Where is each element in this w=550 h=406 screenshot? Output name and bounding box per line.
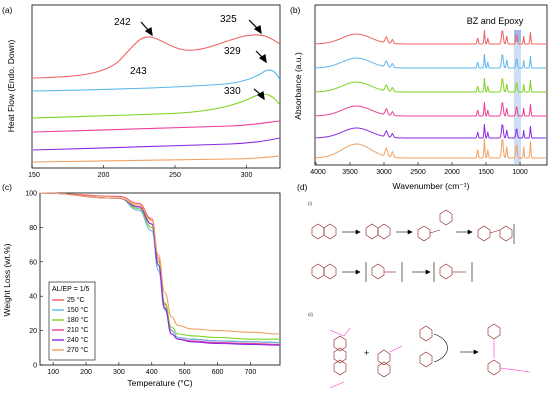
panel-b-xlabel: Wavenumber (cm⁻¹) bbox=[393, 181, 470, 191]
scheme-part-ii-label: (ii) bbox=[308, 312, 313, 317]
tga-ytick-label: 0 bbox=[33, 363, 37, 370]
panel-a-curves bbox=[32, 34, 281, 163]
panel-b-xtick: 2500 bbox=[410, 169, 426, 176]
ftir-spectrum bbox=[316, 77, 546, 93]
peak-label-325: 325 bbox=[220, 14, 237, 25]
panel-c-axes: 100 200 300 400 500 600 700 0 20 40 60 80 100 bbox=[25, 191, 256, 377]
peak-label-242: 242 bbox=[114, 17, 131, 28]
panel-b-xtick: 3500 bbox=[342, 169, 358, 176]
legend-entry-210: 210 °C bbox=[67, 326, 88, 334]
peak-label-330: 330 bbox=[224, 86, 241, 97]
tga-curve-180 bbox=[39, 192, 280, 340]
panel-b-curves bbox=[316, 29, 546, 159]
tga-ytick-label: 60 bbox=[29, 259, 37, 266]
tga-curve-270 bbox=[39, 192, 281, 335]
panel-b-ylabel: Absorbance (a.u.) bbox=[293, 52, 303, 120]
panel-a-xtick: 300 bbox=[241, 172, 253, 179]
legend-entry-150: 150 °C bbox=[67, 306, 88, 314]
tga-curve-240 bbox=[39, 192, 281, 346]
tga-ytick-label: 100 bbox=[25, 191, 37, 198]
tga-xtick-label: 100 bbox=[47, 369, 59, 376]
tga-xtick-label: 600 bbox=[212, 369, 224, 376]
tga-ytick-label: 80 bbox=[29, 225, 37, 232]
tga-legend: AL/EP = 1/5 25 °C 150 °C 180 °C 210 °C 2… bbox=[48, 281, 96, 361]
panel-b-xtick: 4000 bbox=[310, 169, 326, 176]
panel-b-xtick: 1000 bbox=[512, 169, 528, 176]
legend-entry-180: 180 °C bbox=[67, 316, 88, 324]
ftir-spectrum bbox=[316, 53, 546, 69]
panel-b-xticks: 4000 3500 3000 2500 2000 1500 1000 bbox=[310, 162, 528, 176]
reaction-scheme: (i) bbox=[308, 201, 531, 389]
legend-entry-270: 270 °C bbox=[67, 346, 88, 354]
panel-c-xlabel: Temperature (°C) bbox=[127, 378, 192, 388]
panel-a-xtick: 250 bbox=[169, 172, 181, 179]
tga-ytick-label: 40 bbox=[29, 294, 37, 301]
scheme-row-1 bbox=[311, 209, 515, 244]
dsc-curve-150 bbox=[32, 69, 281, 92]
peak-label-243: 243 bbox=[130, 66, 147, 77]
panel-a-annotations: 242 325 243 329 330 bbox=[114, 14, 267, 101]
panel-a-xtick: 150 bbox=[28, 172, 40, 179]
panel-a-xtick: 200 bbox=[98, 172, 110, 179]
panel-b-label: (b) bbox=[290, 5, 301, 15]
tga-xtick-label: 500 bbox=[179, 369, 191, 376]
panel-b-xtick: 2000 bbox=[444, 169, 460, 176]
panel-a-frame bbox=[31, 4, 281, 169]
tga-xtick-label: 700 bbox=[245, 369, 257, 376]
dsc-curve-240 bbox=[32, 137, 281, 151]
peak-label-329: 329 bbox=[224, 46, 241, 57]
annotation-arrows bbox=[140, 19, 267, 101]
dsc-curve-210 bbox=[32, 120, 281, 133]
dsc-curve-25 bbox=[32, 34, 281, 79]
legend-box bbox=[48, 281, 96, 361]
ftir-spectrum bbox=[316, 29, 546, 45]
legend-title: AL/EP = 1/5 bbox=[52, 286, 90, 293]
panel-a-label: (a) bbox=[2, 5, 13, 15]
ftir-spectrum bbox=[316, 138, 546, 159]
scheme-part-i-label: (i) bbox=[308, 201, 312, 206]
ftir-spectrum bbox=[316, 123, 546, 139]
ir-highlight-band bbox=[514, 34, 521, 164]
plus-sign: + bbox=[364, 348, 369, 358]
legend-entry-25: 25 °C bbox=[67, 296, 85, 304]
panel-b-xtick: 3000 bbox=[376, 169, 392, 176]
panel-a-ylabel: Heat Flow (Endo. Down) bbox=[6, 40, 16, 133]
tga-xtick-label: 200 bbox=[80, 369, 92, 376]
panel-b-xtick: 1500 bbox=[478, 169, 494, 176]
band-label: BZ and Epoxy bbox=[467, 16, 524, 26]
tga-ytick-label: 20 bbox=[29, 328, 37, 335]
dsc-curve-180 bbox=[32, 93, 281, 119]
scheme-row-3: + bbox=[329, 323, 531, 389]
tga-xtick-label: 300 bbox=[113, 369, 125, 376]
panel-c-curves bbox=[39, 192, 281, 346]
scheme-row-2 bbox=[311, 262, 473, 282]
panel-b-frame bbox=[314, 4, 548, 166]
legend-entry-240: 240 °C bbox=[67, 336, 88, 344]
panel-a-xticks: 150 200 250 300 bbox=[28, 165, 252, 179]
tga-xtick-label: 400 bbox=[146, 369, 158, 376]
panel-c-frame bbox=[39, 192, 281, 366]
panel-c-ylabel: Weight Loss (wt.%) bbox=[2, 243, 12, 316]
dsc-curve-270 bbox=[32, 155, 281, 163]
panel-d-label: (d) bbox=[297, 182, 308, 192]
ftir-spectrum bbox=[316, 101, 546, 117]
panel-c-label: (c) bbox=[2, 182, 12, 192]
